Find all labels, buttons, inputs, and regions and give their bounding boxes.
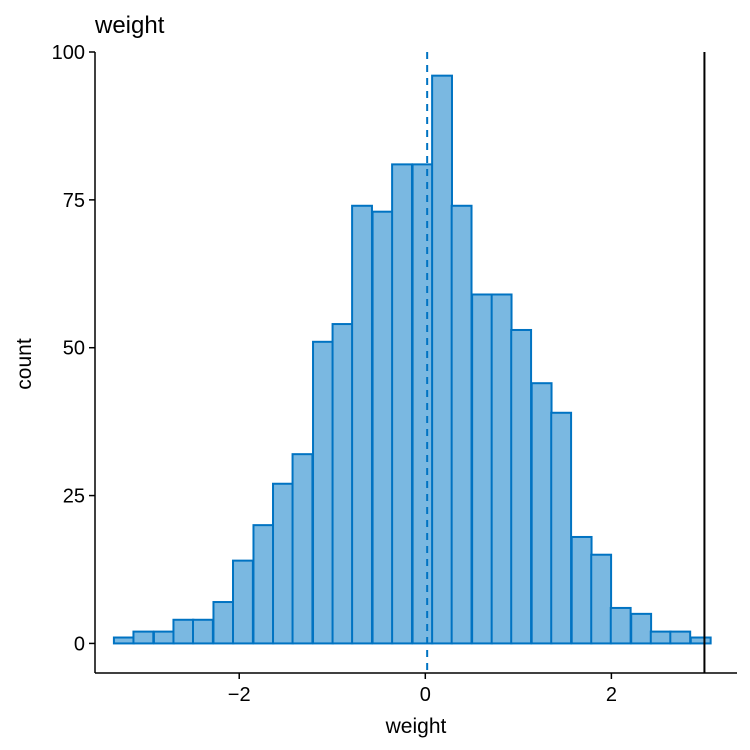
histogram-bar [272,482,294,645]
reference-lines [426,52,706,673]
histogram-bar [252,524,275,645]
histogram-bar [530,382,553,645]
histogram-bar [312,340,334,645]
x-axis-title: weight [385,715,447,738]
histogram-bar [391,163,413,645]
histogram-bar [232,559,254,645]
histogram-bar [450,204,473,645]
histogram-bar [212,601,235,645]
histogram-bar [689,636,712,645]
histogram-bar [649,630,672,645]
histogram-bar [590,553,613,645]
histogram-bar [351,204,373,645]
x-tick-label: 0 [420,684,431,706]
y-tick-label: 0 [74,633,85,655]
histogram-bar [431,74,453,645]
histogram-bar [550,411,573,645]
x-tick-label: 2 [606,684,617,706]
histogram-bar [152,630,175,645]
histogram-bar [609,606,632,645]
y-tick-label: 50 [63,338,85,360]
histogram-bars [112,74,712,645]
histogram-bar [630,612,653,645]
histogram-bar [669,630,692,645]
histogram-bar [411,163,434,645]
histogram-bar [291,453,314,645]
histogram-bar [490,293,513,645]
axes: 0 25 50 75 100 −2 0 2 [52,42,737,706]
y-axis-title: count [13,338,36,390]
y-tick-label: 25 [63,486,85,508]
histogram-bar [510,328,533,645]
histogram-bar [331,323,354,645]
y-tick-label: 75 [63,190,85,212]
histogram-bar [132,630,155,645]
histogram-bar [172,618,195,645]
y-tick-label: 100 [52,42,85,64]
chart-title: weight [94,12,165,39]
histogram-bar [191,618,214,645]
histogram-bar [471,293,493,645]
histogram-bar [570,535,593,645]
x-tick-label: −2 [228,684,251,706]
histogram-bar [371,210,394,645]
histogram-bar [112,636,135,645]
